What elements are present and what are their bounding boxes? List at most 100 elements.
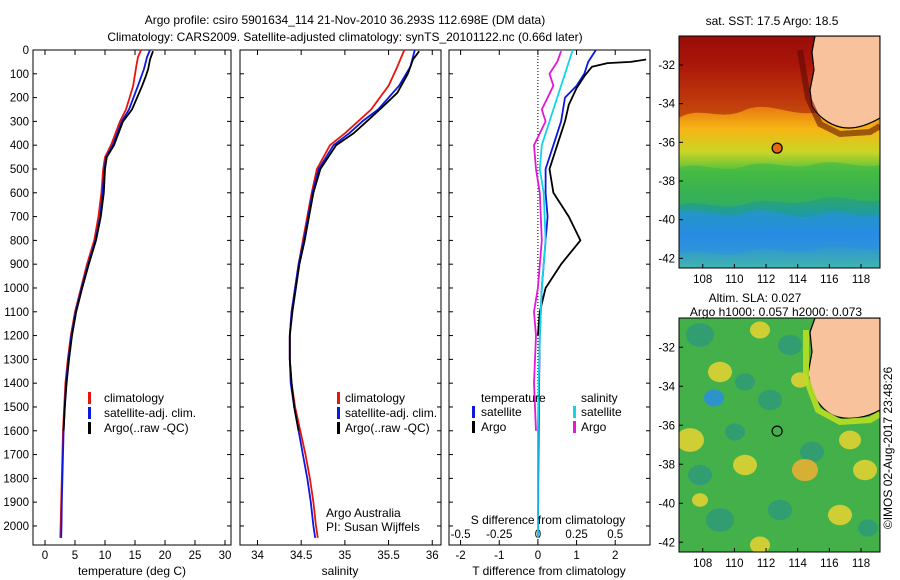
depth-tick-label: 1000 — [3, 283, 29, 295]
map-x-tick-label: 116 — [820, 558, 838, 570]
depth-tick-label: 700 — [10, 212, 29, 224]
sla-map-frame — [678, 317, 881, 553]
depth-tick-label: 2000 — [3, 521, 29, 533]
sla-map-title1: Altim. SLA: 0.027 — [709, 291, 802, 305]
legend-swatch-s-argo — [573, 421, 576, 433]
depth-tick-label: 1800 — [3, 473, 29, 485]
legend-label-climatology: climatology — [104, 391, 164, 405]
map-y-tick-label: -42 — [658, 537, 675, 549]
depth-tick-label: 1900 — [3, 497, 29, 509]
difference-legend: temperature satellite Argo salinity sate… — [471, 391, 626, 527]
x-tick-label: 30 — [219, 550, 232, 562]
difference-plot: -0.5 -0.25 0 0.25 0.5-2 -1 0 1 2 — [449, 49, 650, 562]
difference-xlabel: T difference from climatology — [472, 564, 626, 578]
depth-tick-label: 800 — [10, 235, 29, 247]
x-tick-label: 15 — [129, 550, 142, 562]
depth-tick-label: 1300 — [3, 354, 29, 366]
salinity-axes — [239, 49, 442, 546]
sla-eddy — [704, 389, 724, 407]
map-x-tick-label: 118 — [852, 274, 870, 286]
sst-map-title: sat. SST: 17.5 Argo: 18.5 — [706, 14, 839, 28]
x-tick-label: 1 — [573, 550, 579, 562]
legend-label-argo: Argo(..raw -QC) — [345, 421, 430, 435]
x-tick-label: 0 — [535, 550, 541, 562]
x-tick-label: 25 — [189, 550, 202, 562]
map-y-tick-label: -36 — [658, 137, 675, 149]
sla-eddy — [706, 508, 734, 532]
salinity-legend: climatology satellite-adj. clim. Argo(..… — [326, 391, 437, 534]
x-tick-label: -1 — [494, 550, 504, 562]
s-difference-label: S difference from climatology — [471, 513, 626, 527]
depth-tick-label: 0 — [23, 45, 29, 57]
australia-land — [807, 318, 880, 419]
legend-label-t-satellite: satellite — [481, 405, 522, 419]
legend-label-satellite: satellite-adj. clim. — [345, 406, 437, 420]
sla-eddy — [708, 361, 732, 383]
s-diff-tick-label: -0.25 — [486, 529, 512, 541]
sla-eddy — [750, 536, 770, 552]
x-tick-label: -2 — [455, 550, 465, 562]
map-x-tick-label: 112 — [757, 274, 775, 286]
sla-eddy — [828, 504, 852, 526]
legend-label-satellite: satellite-adj. clim. — [104, 406, 196, 420]
imos-stamp: ©IMOS 02-Aug-2017 23:48:26 — [881, 367, 895, 530]
map-x-tick-label: 112 — [757, 558, 775, 570]
depth-tick-label: 1200 — [3, 331, 29, 343]
header-line2: Climatology: CARS2009. Satellite-adjuste… — [107, 30, 582, 44]
x-tick-label: 34 — [251, 550, 264, 562]
depth-tick-label: 300 — [10, 116, 29, 128]
map-y-tick-label: -34 — [658, 99, 675, 111]
legend-swatch-argo — [337, 422, 340, 434]
temperature-legend: climatology satellite-adj. clim. Argo(..… — [88, 391, 196, 435]
map-x-tick-label: 118 — [852, 558, 870, 570]
depth-tick-label: 900 — [10, 259, 29, 271]
depth-tick-label: 1600 — [3, 426, 29, 438]
legend-swatch-climatology — [337, 392, 340, 404]
sla-eddy — [839, 430, 861, 450]
green-band — [679, 162, 880, 207]
s-diff-tick-label: -0.5 — [451, 529, 471, 541]
map-y-tick-label: -32 — [658, 342, 675, 354]
x-tick-label: 0 — [42, 550, 48, 562]
depth-tick-label: 1700 — [3, 450, 29, 462]
series-line-t-argo — [537, 58, 647, 336]
sla-eddy — [725, 423, 745, 441]
series-line-climatology — [288, 49, 406, 539]
legend-title-salinity: salinity — [581, 391, 618, 405]
map-y-tick-label: -38 — [658, 176, 675, 188]
depth-axis: 0 100 200 300 400 500 600 700 800 900 1000 1100 1200… — [3, 45, 29, 533]
sla-eddy — [853, 459, 877, 481]
series-line-argo-raw-qc- — [62, 50, 154, 431]
map-y-tick-label: -38 — [658, 459, 675, 471]
annotation-pi: PI: Susan Wijffels — [326, 520, 420, 534]
sst-map-frame — [678, 35, 881, 269]
sla-argo-marker — [771, 425, 783, 437]
map-y-tick-label: -32 — [658, 60, 675, 72]
x-tick-label: 34.5 — [290, 550, 312, 562]
salinity-xlabel: salinity — [322, 564, 359, 578]
legend-swatch-climatology — [88, 392, 91, 404]
series-line-s-argo — [533, 50, 562, 431]
sla-eddy — [688, 464, 712, 486]
x-tick-label: 5 — [72, 550, 78, 562]
depth-tick-label: 400 — [10, 140, 29, 152]
temperature-plot: 0 5 10 15 20 25 30 — [33, 49, 232, 562]
temperature-xlabel: temperature (deg C) — [78, 564, 186, 578]
map-x-tick-label: 114 — [789, 274, 808, 286]
sla-eddy — [792, 458, 818, 482]
cool-band — [679, 210, 880, 255]
series-line-climatology — [59, 49, 142, 538]
map-x-tick-label: 110 — [725, 274, 743, 286]
sst-map-axes: 108 110 112 114 116 118 -32 -34 -36 -38 -40 -42 — [658, 60, 870, 286]
series-line-satellite-adj-clim- — [60, 49, 151, 538]
depth-tick-label: 100 — [10, 69, 29, 81]
sla-map-field — [679, 318, 880, 552]
sla-eddy — [692, 493, 708, 507]
map-x-tick-label: 108 — [693, 558, 712, 570]
series-line-argo-raw-qc- — [288, 50, 420, 431]
depth-tick-label: 1500 — [3, 402, 29, 414]
legend-label-s-satellite: satellite — [581, 405, 622, 419]
sst-argo-marker — [771, 142, 783, 154]
